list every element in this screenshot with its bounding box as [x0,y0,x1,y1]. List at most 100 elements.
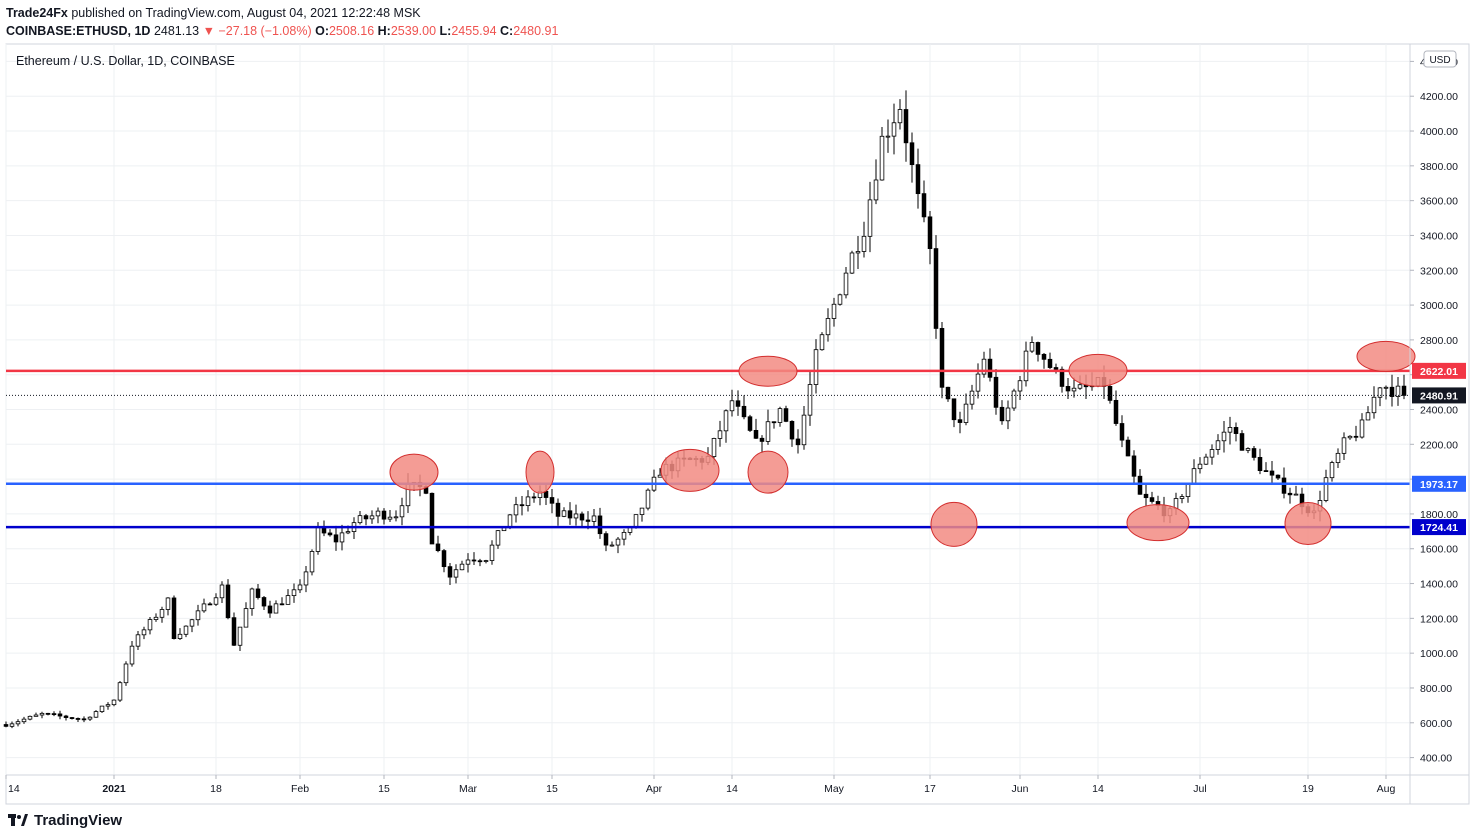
highlight-ellipse [747,450,789,494]
candle-body [897,109,903,124]
candle-body [237,626,243,646]
candle-body [1185,483,1191,497]
currency-badge[interactable] [1423,50,1457,68]
y-tick-label: 1200.00 [1420,613,1458,625]
down-arrow-icon: ▼ [202,24,215,38]
candle-body [1221,431,1227,442]
tradingview-mark-icon [8,814,28,826]
candle [1269,461,1275,484]
candle-body [1065,386,1071,392]
candle-body [1119,423,1125,441]
candle [1005,400,1011,430]
candle [375,507,381,524]
x-tick-label: Aug [1377,783,1396,795]
candle-body [945,386,951,400]
candle [453,564,459,584]
candle [477,558,483,567]
candle-body [837,294,843,305]
candle [933,235,939,339]
candle [915,148,921,209]
candle-body [789,420,795,440]
candle [381,508,387,525]
y-tick-label: 3400.00 [1420,230,1458,242]
candle [75,717,81,723]
candle-body [1047,358,1053,368]
candle-body [1389,386,1395,397]
x-tick-label: Mar [459,783,478,795]
candle [3,721,9,728]
candle [867,181,873,253]
candle [957,411,963,434]
candle-body [579,513,585,521]
candle-body [1347,435,1353,439]
candle-body [1035,342,1041,355]
candle-body [807,384,813,416]
candle [1227,416,1233,445]
high-value: 2539.00 [390,24,437,38]
candle [741,395,747,420]
symbol-label[interactable]: COINBASE:ETHUSD, 1D [6,24,151,38]
candle [357,511,363,525]
candle-body [195,610,201,621]
candle [369,510,375,524]
candle-body [1395,385,1401,397]
candle-body [1377,387,1383,398]
candle-body [339,532,345,543]
candle [1323,469,1329,503]
candle-body [3,724,9,727]
candle [327,529,333,537]
candle [51,711,57,717]
support-lower-badge-label: 1724.41 [1420,522,1458,534]
candle [891,103,897,155]
candle-body [477,560,483,563]
candle [1017,375,1023,401]
candle-body [387,516,393,520]
candle-body [825,318,831,336]
candle-body [849,252,855,274]
candle-body [261,597,267,607]
last-price: 2481.13 [153,24,200,38]
candle [909,132,915,183]
candle [1047,352,1053,369]
candle [1053,363,1059,374]
candle [717,420,723,447]
candle [597,507,603,539]
candle [207,602,213,606]
candle [93,710,99,718]
candle [831,297,837,327]
chart-frame [5,43,1470,805]
highlight-ellipse [1356,340,1416,372]
y-tick-label: 3000.00 [1420,300,1458,312]
price-axis[interactable]: 400.00 600.00 800.00 1000.00 1200.00 1400.00 1… [1410,56,1458,765]
candle-body [573,513,579,519]
candle [807,371,813,426]
tradingview-logo[interactable]: TradingView [8,812,122,829]
candle-body [1149,497,1155,502]
candle-body [213,597,219,605]
candle-body [1371,396,1377,414]
candle-body [327,532,333,536]
candle [333,525,339,551]
candle-body [99,705,105,713]
candle [171,595,177,640]
candle-body [117,682,123,701]
candle [567,502,573,525]
candle [621,529,627,546]
candle-body [969,390,975,405]
close-value: 2480.91 [513,24,559,38]
candle [249,587,255,616]
candle-body [513,504,519,516]
publisher-name[interactable]: Trade24Fx [6,6,68,20]
candle [1365,406,1371,421]
candle-body [645,489,651,509]
highlight-ellipse [525,450,555,494]
x-tick-label: 17 [924,783,936,795]
candle [1029,336,1035,354]
candle-body [147,619,153,631]
candle-body [747,416,753,431]
time-axis[interactable]: 14 2021 18 Feb 15 Mar 15 Apr 14 May 17 Jun 14 Jul 19 Au… [5,775,1396,795]
x-tick-label: Feb [291,783,309,795]
candle-body [885,135,891,138]
candle-body [1323,477,1329,501]
